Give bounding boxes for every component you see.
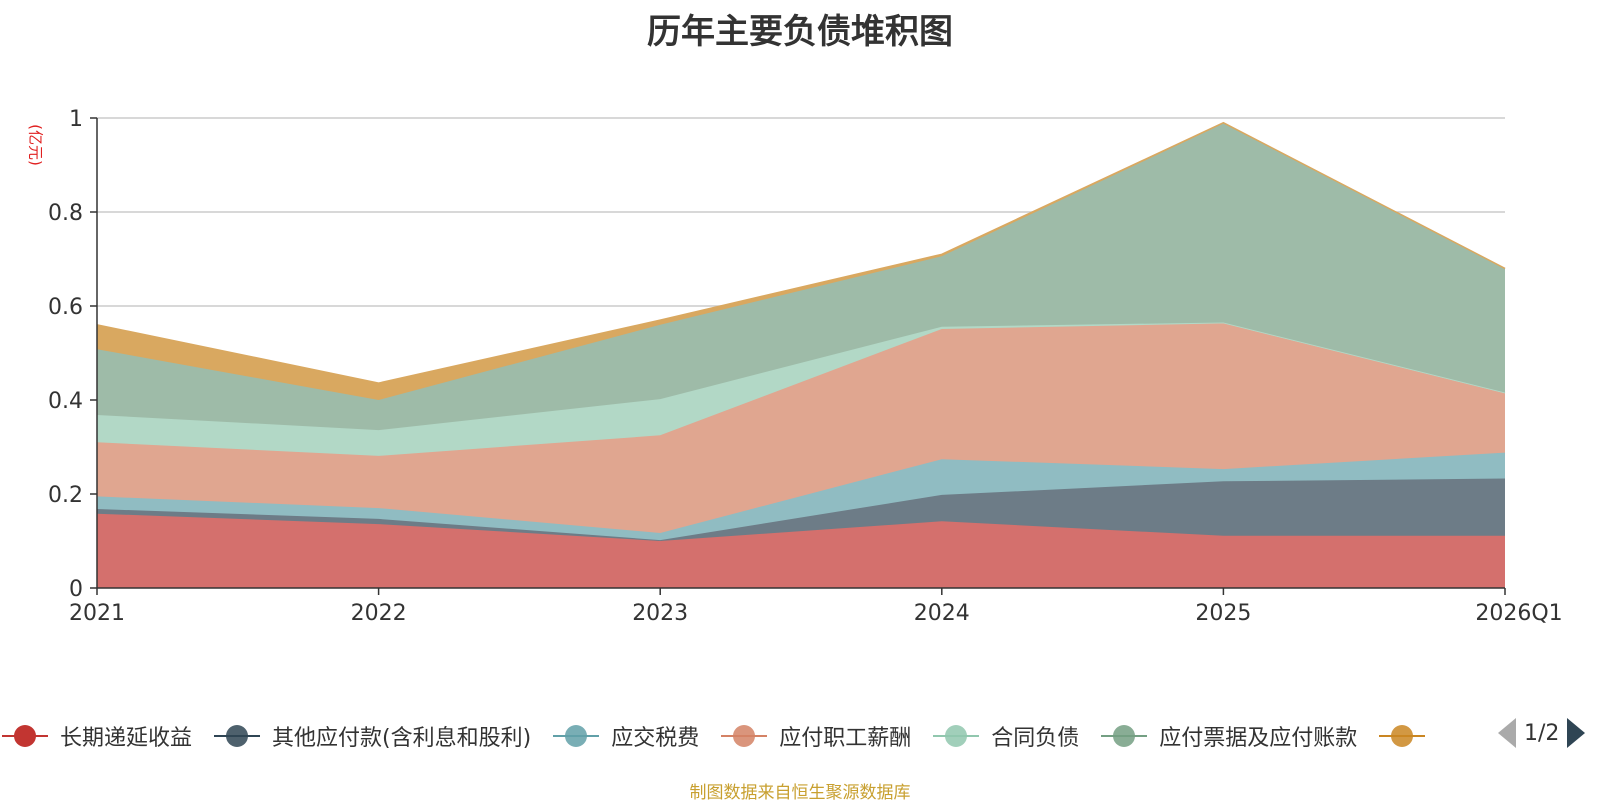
y-tick-label: 1 <box>69 107 83 132</box>
y-tick-labels: 0 0.2 0.4 0.6 0.8 1 <box>48 107 83 602</box>
x-tick-label: 2026Q1 <box>1475 601 1562 626</box>
y-tick-label: 0.4 <box>48 389 83 414</box>
series-area <box>97 122 1505 400</box>
legend-item[interactable]: 应付票据及应付账款 <box>1099 720 1357 752</box>
legend-item[interactable]: 应付职工薪酬 <box>719 720 911 752</box>
source-note: 制图数据来自恒生聚源数据库 <box>689 783 911 803</box>
legend-label: 长期递延收益 <box>60 726 193 751</box>
series-area <box>97 478 1505 541</box>
legend-marker-icon <box>2 725 48 747</box>
legend: 长期递延收益 其他应付款(含利息和股利) 应交税费 应付职工薪酬 合同负债 应付票据及应付… <box>0 716 1460 756</box>
legend-pager: 1/2 <box>1498 718 1586 748</box>
legend-item[interactable]: 其他 <box>1377 720 1460 752</box>
series-area <box>97 323 1505 533</box>
legend-label: 其他应付款(含利息和股利) <box>272 726 532 751</box>
legend-item[interactable]: 其他应付款(含利息和股利) <box>212 720 531 752</box>
x-tick-label: 2025 <box>1195 601 1251 626</box>
legend-marker-icon <box>1101 725 1148 747</box>
legend-label: 应付票据及应付账款 <box>1159 726 1358 751</box>
legend-marker-icon <box>721 725 768 747</box>
legend-item[interactable]: 应交税费 <box>551 720 699 752</box>
series-area <box>97 123 1505 431</box>
y-tick-label: 0.2 <box>48 483 83 508</box>
series-line <box>96 121 1506 384</box>
chart-title: 历年主要负债堆积图 <box>647 12 953 52</box>
x-tick-labels: 2021 2022 2023 2024 2025 2026Q1 <box>69 588 1563 626</box>
area-layer <box>96 121 1506 588</box>
legend-marker-icon <box>214 725 261 747</box>
y-tick-label: 0.6 <box>48 295 83 320</box>
legend-marker-icon <box>933 725 980 747</box>
y-tick-label: 0 <box>69 577 83 602</box>
legend-next-arrow-icon[interactable] <box>1567 718 1586 748</box>
legend-marker-icon <box>1379 725 1426 747</box>
legend-label: 应交税费 <box>611 726 700 751</box>
legend-label: 应付职工薪酬 <box>779 726 912 751</box>
y-axis-unit-label: (亿元) <box>26 124 45 166</box>
legend-item[interactable]: 合同负债 <box>931 720 1079 752</box>
legend-prev-arrow-icon[interactable] <box>1498 718 1516 748</box>
legend-marker-icon <box>553 725 600 747</box>
x-tick-label: 2022 <box>351 601 407 626</box>
legend-page-indicator: 1/2 <box>1524 720 1560 746</box>
x-tick-label: 2023 <box>632 601 688 626</box>
axes <box>96 118 1505 589</box>
y-tick-label: 0.8 <box>48 201 83 226</box>
legend-label: 合同负债 <box>991 726 1080 751</box>
legend-item[interactable]: 长期递延收益 <box>0 720 192 752</box>
x-tick-label: 2024 <box>914 601 970 626</box>
x-tick-label: 2021 <box>69 601 125 626</box>
